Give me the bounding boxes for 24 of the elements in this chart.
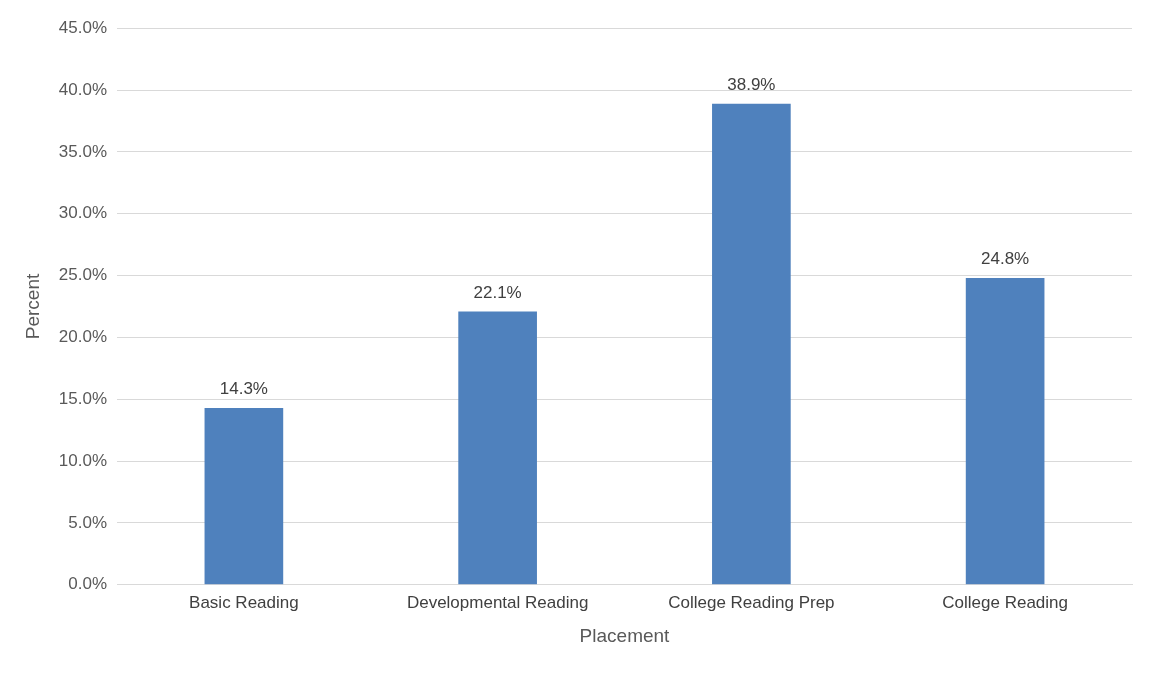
y-axis-title: Percent	[21, 273, 43, 340]
y-tick-label: 40.0%	[58, 79, 107, 99]
x-tick-label: Basic Reading	[189, 592, 299, 612]
bar	[458, 311, 537, 585]
y-tick-label: 45.0%	[58, 17, 107, 37]
bar	[965, 278, 1045, 585]
bar	[204, 407, 284, 585]
x-axis-title: Placement	[579, 624, 671, 646]
y-tick-label: 25.0%	[58, 265, 107, 285]
x-tick-label: Developmental Reading	[406, 592, 589, 612]
y-tick-label: 0.0%	[68, 574, 107, 594]
bar	[712, 103, 791, 585]
y-tick-label: 30.0%	[58, 203, 107, 223]
y-tick-label: 5.0%	[68, 512, 107, 532]
data-label: 38.9%	[727, 74, 776, 94]
x-tick-label: College Reading Prep	[668, 592, 835, 612]
data-label: 22.1%	[473, 282, 522, 302]
data-label: 14.3%	[219, 379, 268, 399]
x-tick-label: College Reading	[942, 592, 1068, 612]
y-tick-label: 15.0%	[58, 388, 107, 408]
y-tick-label: 10.0%	[58, 450, 107, 470]
y-tick-label: 20.0%	[58, 327, 107, 347]
data-label: 24.8%	[981, 249, 1030, 269]
y-tick-label: 35.0%	[58, 141, 107, 161]
